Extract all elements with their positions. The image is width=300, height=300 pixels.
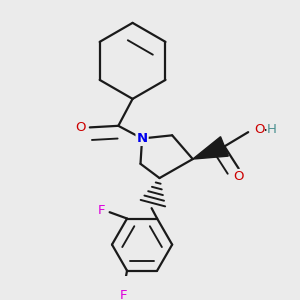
Text: O: O [233,170,244,183]
Text: F: F [120,290,127,300]
Polygon shape [193,137,228,159]
Text: F: F [98,204,105,217]
Text: O: O [75,121,86,134]
Text: N: N [136,132,148,145]
Text: O: O [254,123,264,136]
Text: H: H [267,123,277,136]
